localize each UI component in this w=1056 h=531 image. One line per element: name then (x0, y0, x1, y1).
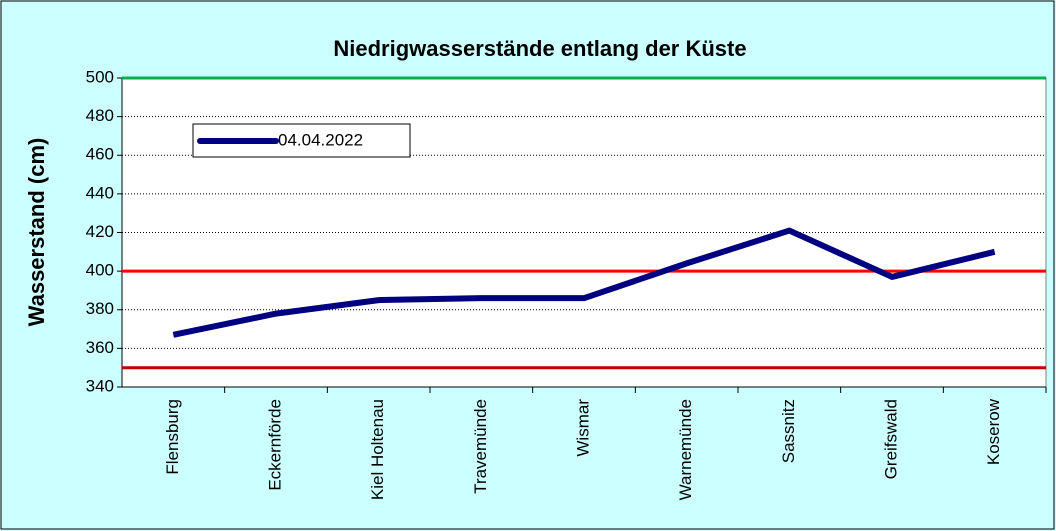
y-tick-label: 420 (86, 222, 114, 241)
x-tick-label: Sassnitz (779, 399, 798, 463)
x-tick-label: Flensburg (163, 399, 182, 475)
y-tick-label: 400 (86, 261, 114, 280)
y-tick-label: 360 (86, 338, 114, 357)
x-tick-label: Wismar (573, 399, 592, 457)
x-tick-label: Kiel Holtenau (368, 399, 387, 500)
y-tick-label: 340 (86, 376, 114, 395)
x-tick-label: Greifswald (881, 399, 900, 479)
data-line (172, 227, 996, 338)
y-axis-label: Wasserstand (cm) (24, 138, 49, 327)
legend-label: 04.04.2022 (278, 130, 363, 149)
y-tick-label: 440 (86, 183, 114, 202)
x-tick-label: Koserow (984, 398, 1003, 465)
y-tick-label: 500 (86, 67, 114, 86)
y-tick-label: 380 (86, 299, 114, 318)
x-tick-label: Eckernförde (265, 399, 284, 491)
x-tick-label: Travemünde (471, 399, 490, 494)
y-tick-label: 480 (86, 106, 114, 125)
chart-title: Niedrigwasserstände entlang der Küste (333, 36, 746, 61)
y-tick-label: 460 (86, 145, 114, 164)
x-tick-label: Warnemünde (676, 399, 695, 500)
